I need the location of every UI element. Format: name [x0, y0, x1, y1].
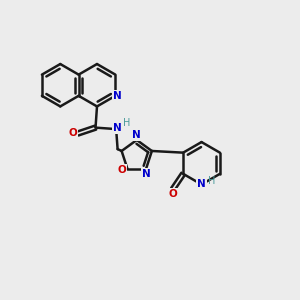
Text: N: N — [113, 91, 122, 101]
Text: O: O — [168, 189, 177, 199]
Text: N: N — [132, 130, 141, 140]
Text: O: O — [68, 128, 77, 138]
Text: H: H — [208, 176, 215, 186]
Text: N: N — [197, 179, 206, 190]
Text: N: N — [142, 169, 151, 179]
Text: N: N — [113, 123, 122, 133]
Text: H: H — [123, 118, 130, 128]
Text: O: O — [118, 165, 127, 175]
